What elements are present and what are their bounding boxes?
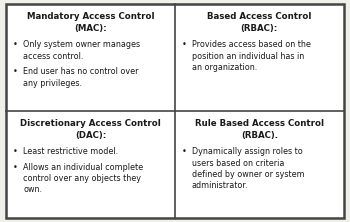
Text: Discretionary Access Control
(DAC):: Discretionary Access Control (DAC): bbox=[20, 119, 161, 140]
Text: •: • bbox=[13, 40, 18, 50]
Text: •: • bbox=[181, 40, 186, 50]
Text: End user has no control over
any privileges.: End user has no control over any privile… bbox=[23, 67, 139, 88]
Text: Rule Based Access Control
(RBAC).: Rule Based Access Control (RBAC). bbox=[195, 119, 324, 140]
Text: •: • bbox=[13, 147, 18, 157]
Text: •: • bbox=[13, 163, 18, 172]
Text: Only system owner manages
access control.: Only system owner manages access control… bbox=[23, 40, 140, 61]
Text: Least restrictive model.: Least restrictive model. bbox=[23, 147, 118, 157]
Text: Dynamically assign roles to
users based on criteria
defined by owner or system
a: Dynamically assign roles to users based … bbox=[192, 147, 304, 190]
Text: Based Access Control
(RBAC):: Based Access Control (RBAC): bbox=[207, 12, 312, 33]
Text: •: • bbox=[181, 147, 186, 157]
Text: Mandatory Access Control
(MAC):: Mandatory Access Control (MAC): bbox=[27, 12, 154, 33]
Text: Provides access based on the
position an individual has in
an organization.: Provides access based on the position an… bbox=[192, 40, 311, 72]
Text: •: • bbox=[13, 67, 18, 77]
Text: Allows an individual complete
control over any objects they
own.: Allows an individual complete control ov… bbox=[23, 163, 143, 194]
